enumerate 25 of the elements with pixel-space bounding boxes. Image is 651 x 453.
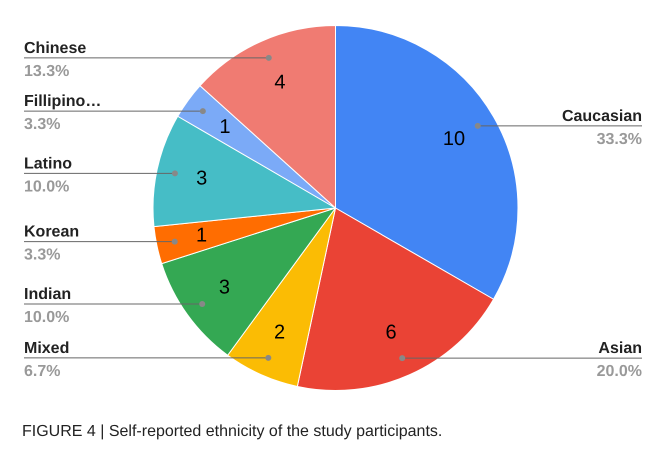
caption: FIGURE 4 | Self-reported ethnicity of the study participants. (22, 423, 442, 441)
slice-label: Indian (24, 286, 72, 303)
data-label: 3.3% (24, 116, 60, 134)
slice-label: Latino (24, 155, 72, 172)
data-label: 33.3% (596, 130, 642, 148)
text: 3 (218, 276, 230, 299)
data-label: 3.3% (24, 246, 60, 264)
data-label: 13.3% (24, 62, 70, 80)
slice-label: Korean (24, 224, 80, 241)
slice-label: Asian (598, 340, 642, 358)
slice-label: Fillipino… (24, 93, 102, 110)
slice-label: Mixed (24, 340, 70, 357)
text: 3 (196, 168, 208, 190)
slice-label: Caucasian (562, 108, 642, 125)
data-label: 10.0% (24, 178, 70, 196)
data-label: 6.7% (24, 362, 60, 380)
text: 1 (196, 224, 208, 247)
text: 1 (219, 116, 231, 138)
slice-label: Chinese (24, 40, 86, 57)
text: 10 (442, 128, 466, 150)
data-label: 10.0% (24, 309, 70, 326)
text: 2 (274, 321, 286, 344)
text: 4 (274, 71, 286, 94)
text: 6 (386, 322, 397, 344)
data-label: 20.0% (596, 363, 642, 380)
